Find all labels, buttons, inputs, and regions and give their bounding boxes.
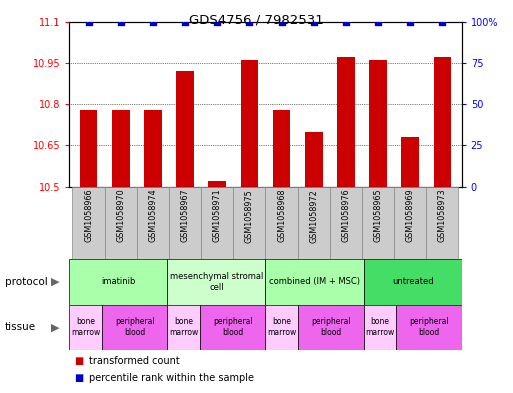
Text: ■: ■ bbox=[74, 373, 84, 383]
Text: peripheral
blood: peripheral blood bbox=[311, 318, 351, 337]
Text: combined (IM + MSC): combined (IM + MSC) bbox=[269, 277, 360, 286]
Point bbox=[213, 19, 221, 26]
Bar bbox=[208, 181, 226, 187]
Text: GSM1058976: GSM1058976 bbox=[341, 189, 350, 242]
Bar bbox=[102, 305, 167, 350]
Text: ▶: ▶ bbox=[51, 277, 60, 287]
Text: GSM1058966: GSM1058966 bbox=[84, 189, 93, 242]
Bar bbox=[364, 259, 462, 305]
Bar bbox=[69, 305, 102, 350]
Text: GSM1058970: GSM1058970 bbox=[116, 189, 125, 242]
Bar bbox=[144, 110, 162, 187]
Text: ▶: ▶ bbox=[51, 322, 60, 332]
Text: peripheral
blood: peripheral blood bbox=[213, 318, 252, 337]
Bar bbox=[369, 60, 387, 187]
Point bbox=[116, 19, 125, 26]
Bar bbox=[266, 187, 298, 259]
Bar bbox=[69, 259, 167, 305]
Text: GSM1058973: GSM1058973 bbox=[438, 189, 447, 242]
Bar bbox=[80, 110, 97, 187]
Bar bbox=[266, 259, 364, 305]
Bar bbox=[201, 187, 233, 259]
Bar bbox=[233, 187, 266, 259]
Text: bone
marrow: bone marrow bbox=[169, 318, 199, 337]
Text: GSM1058972: GSM1058972 bbox=[309, 189, 318, 242]
Bar bbox=[169, 187, 201, 259]
Text: GSM1058967: GSM1058967 bbox=[181, 189, 190, 242]
Text: peripheral
blood: peripheral blood bbox=[409, 318, 449, 337]
Text: tissue: tissue bbox=[5, 322, 36, 332]
Bar bbox=[396, 305, 462, 350]
Text: bone
marrow: bone marrow bbox=[71, 318, 100, 337]
Bar bbox=[433, 57, 451, 187]
Text: peripheral
blood: peripheral blood bbox=[115, 318, 154, 337]
Point bbox=[278, 19, 286, 26]
Bar bbox=[337, 57, 355, 187]
Bar bbox=[176, 71, 194, 187]
Text: mesenchymal stromal
cell: mesenchymal stromal cell bbox=[170, 272, 263, 292]
Text: bone
marrow: bone marrow bbox=[365, 318, 394, 337]
Text: ■: ■ bbox=[74, 356, 84, 366]
Bar bbox=[298, 305, 364, 350]
Point bbox=[374, 19, 382, 26]
Point bbox=[438, 19, 446, 26]
Text: transformed count: transformed count bbox=[89, 356, 180, 366]
Text: GSM1058965: GSM1058965 bbox=[373, 189, 383, 242]
Text: imatinib: imatinib bbox=[101, 277, 135, 286]
Point bbox=[149, 19, 157, 26]
Text: GSM1058968: GSM1058968 bbox=[277, 189, 286, 242]
Text: GSM1058974: GSM1058974 bbox=[148, 189, 157, 242]
Bar bbox=[394, 187, 426, 259]
Bar bbox=[401, 137, 419, 187]
Bar bbox=[105, 187, 137, 259]
Bar bbox=[364, 305, 396, 350]
Text: protocol: protocol bbox=[5, 277, 48, 287]
Text: GDS4756 / 7982531: GDS4756 / 7982531 bbox=[189, 14, 324, 27]
Text: GSM1058971: GSM1058971 bbox=[213, 189, 222, 242]
Bar bbox=[72, 187, 105, 259]
Bar bbox=[241, 60, 258, 187]
Text: GSM1058969: GSM1058969 bbox=[406, 189, 415, 242]
Bar bbox=[273, 110, 290, 187]
Bar bbox=[362, 187, 394, 259]
Text: untreated: untreated bbox=[392, 277, 433, 286]
Point bbox=[310, 19, 318, 26]
Bar bbox=[200, 305, 265, 350]
Bar bbox=[266, 305, 298, 350]
Point bbox=[342, 19, 350, 26]
Bar bbox=[112, 110, 130, 187]
Point bbox=[245, 19, 253, 26]
Text: percentile rank within the sample: percentile rank within the sample bbox=[89, 373, 254, 383]
Point bbox=[181, 19, 189, 26]
Bar bbox=[167, 305, 200, 350]
Bar bbox=[305, 132, 323, 187]
Bar bbox=[137, 187, 169, 259]
Point bbox=[406, 19, 415, 26]
Bar bbox=[426, 187, 459, 259]
Bar bbox=[167, 259, 266, 305]
Text: bone
marrow: bone marrow bbox=[267, 318, 297, 337]
Point bbox=[85, 19, 93, 26]
Bar bbox=[330, 187, 362, 259]
Text: GSM1058975: GSM1058975 bbox=[245, 189, 254, 242]
Bar bbox=[298, 187, 330, 259]
